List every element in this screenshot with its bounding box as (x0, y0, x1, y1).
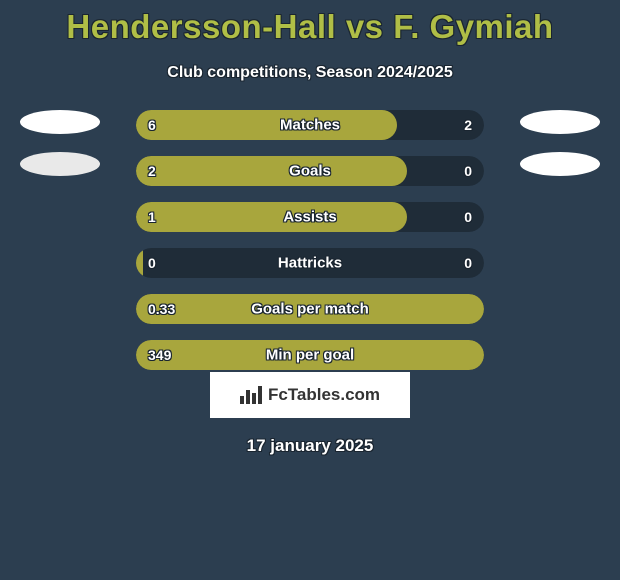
stat-value-left: 2 (148, 163, 156, 179)
stat-value-left: 0.33 (148, 301, 175, 317)
player-avatar-right-2 (520, 152, 600, 176)
stat-row: 6 2 Matches (136, 110, 484, 140)
chart-area: 6 2 Matches 2 0 Goals 1 0 Assists 0 0 Hattricks 0.33… (0, 110, 620, 370)
stat-label: Min per goal (266, 347, 354, 364)
comparison-title: Hendersson-Hall vs F. Gymiah (0, 8, 620, 46)
stat-value-left: 1 (148, 209, 156, 225)
bar-chart-icon (240, 386, 262, 404)
stat-value-right: 0 (464, 255, 472, 271)
stat-fill (136, 156, 407, 186)
stat-label: Assists (283, 209, 336, 226)
branding-text: FcTables.com (268, 385, 380, 405)
stat-rows: 6 2 Matches 2 0 Goals 1 0 Assists 0 0 Hattricks 0.33… (136, 110, 484, 370)
stat-value-left: 0 (148, 255, 156, 271)
stat-value-right: 0 (464, 209, 472, 225)
stat-value-right: 2 (464, 117, 472, 133)
stat-row: 0.33 Goals per match (136, 294, 484, 324)
player-avatar-left-1 (20, 110, 100, 134)
stat-label: Goals per match (251, 301, 369, 318)
stat-value-left: 349 (148, 347, 171, 363)
stat-fill (136, 110, 397, 140)
stat-row: 0 0 Hattricks (136, 248, 484, 278)
stat-label: Hattricks (278, 255, 342, 272)
infographic-container: Hendersson-Hall vs F. Gymiah Club compet… (0, 0, 620, 580)
player-avatar-left-2 (20, 152, 100, 176)
stat-label: Goals (289, 163, 331, 180)
stat-value-left: 6 (148, 117, 156, 133)
branding-badge: FcTables.com (210, 372, 410, 418)
date-text: 17 january 2025 (0, 436, 620, 456)
stat-value-right: 0 (464, 163, 472, 179)
comparison-subtitle: Club competitions, Season 2024/2025 (0, 64, 620, 82)
stat-row: 1 0 Assists (136, 202, 484, 232)
stat-row: 349 Min per goal (136, 340, 484, 370)
stat-fill (136, 248, 143, 278)
stat-fill (136, 202, 407, 232)
stat-row: 2 0 Goals (136, 156, 484, 186)
stat-label: Matches (280, 117, 340, 134)
player-avatar-right-1 (520, 110, 600, 134)
